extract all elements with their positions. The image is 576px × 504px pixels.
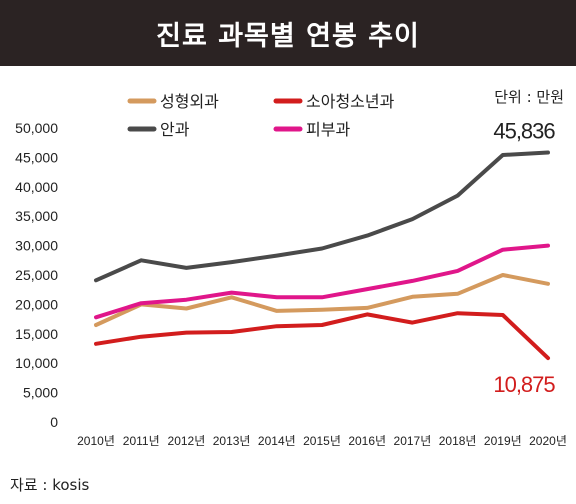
- y-tick-label: 45,000: [15, 149, 58, 165]
- x-tick-label: 2019년: [484, 434, 522, 448]
- x-tick-label: 2014년: [258, 434, 296, 448]
- x-tick-label: 2017년: [394, 434, 432, 448]
- legend-label: 피부과: [306, 120, 350, 139]
- x-tick-label: 2012년: [168, 434, 206, 448]
- legend-label: 소아청소년과: [306, 92, 395, 111]
- series-line-피부과: [94, 243, 550, 320]
- x-tick-label: 2015년: [303, 434, 341, 448]
- y-tick-label: 10,000: [15, 355, 58, 371]
- y-tick-label: 15,000: [15, 326, 58, 342]
- title-bar: 진료 과목별 연봉 추이: [0, 0, 576, 66]
- y-tick-label: 0: [50, 414, 58, 430]
- data-label: 45,836: [493, 118, 555, 143]
- source-label: 자료 : kosis: [10, 476, 90, 494]
- line-chart: 0 5,000 10,000 15,000 20,000 25,000 30,000 35,0…: [15, 92, 567, 448]
- chart-title: 진료 과목별 연봉 추이: [156, 20, 420, 52]
- x-tick-label: 2020년: [529, 434, 567, 448]
- y-tick-label: 50,000: [15, 120, 58, 136]
- series-line-소아청소년과: [94, 311, 550, 361]
- y-tick-label: 40,000: [15, 179, 58, 195]
- series-line-안과: [94, 150, 550, 283]
- x-tick-label: 2016년: [348, 434, 386, 448]
- data-label: 10,875: [493, 372, 555, 397]
- series-line-성형외과: [94, 273, 550, 327]
- x-tick-label: 2018년: [439, 434, 477, 448]
- legend-label: 안과: [160, 120, 190, 139]
- y-tick-label: 20,000: [15, 296, 58, 312]
- legend-label: 성형외과: [160, 92, 219, 111]
- unit-label: 단위 : 만원: [494, 88, 564, 106]
- x-tick-label: 2010년: [77, 434, 115, 448]
- y-tick-label: 25,000: [15, 267, 58, 283]
- x-tick-label: 2011년: [123, 434, 160, 448]
- y-tick-label: 5,000: [23, 385, 58, 401]
- y-tick-label: 30,000: [15, 238, 58, 254]
- y-tick-label: 35,000: [15, 208, 58, 224]
- x-tick-label: 2013년: [213, 434, 251, 448]
